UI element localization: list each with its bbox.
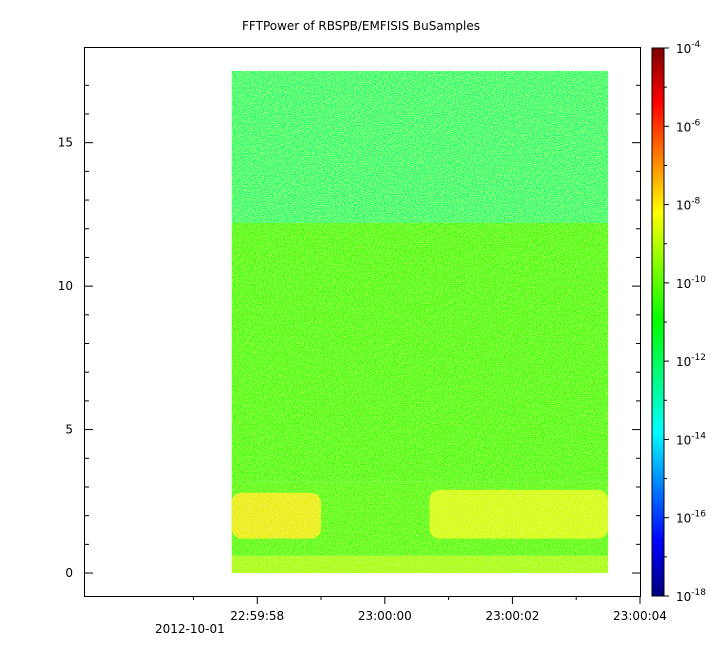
y-tick-label: 10	[58, 279, 73, 293]
x-axis: 22:59:58 23:00:00 23:00:02 23:00:04	[192, 596, 667, 623]
colorbar-tick-label: 10-16	[676, 510, 706, 526]
colorbar-axis: 10-4 10-6 10-8 10-10 10-12 10-14 10-16 10-18	[664, 40, 706, 604]
x-tick-label: 23:00:04	[613, 609, 667, 623]
colorbar-tick-label: 10-10	[676, 275, 706, 291]
colorbar	[651, 47, 665, 597]
x-tick-label: 22:59:58	[230, 609, 284, 623]
colorbar-tick-label: 10-6	[676, 118, 701, 134]
colorbar-tick-label: 10-12	[676, 353, 706, 369]
y-tick-label: 15	[58, 136, 73, 150]
enhanced-region-1	[429, 489, 609, 539]
x-tick-label: 23:00:02	[485, 609, 539, 623]
heatmap-band-0	[231, 70, 609, 224]
y-axis: 0 5 10 15	[58, 84, 640, 580]
chart-title: FFTPower of RBSPB/EMFISIS BuSamples	[242, 19, 480, 33]
colorbar-tick-label: 10-8	[676, 197, 701, 213]
x-date-label: 2012-10-01	[155, 622, 225, 636]
enhanced-region-0	[231, 492, 322, 539]
heatmap-band-3	[231, 555, 609, 574]
colorbar-tick-label: 10-14	[676, 431, 706, 447]
colorbar-tick-label: 10-18	[676, 588, 706, 604]
y-tick-label: 0	[65, 566, 73, 580]
colorbar-tick-label: 10-4	[676, 40, 701, 56]
heatmap-band-1	[231, 223, 609, 482]
heatmap	[231, 70, 609, 574]
y-tick-label: 5	[65, 423, 73, 437]
x-tick-label: 23:00:00	[358, 609, 412, 623]
